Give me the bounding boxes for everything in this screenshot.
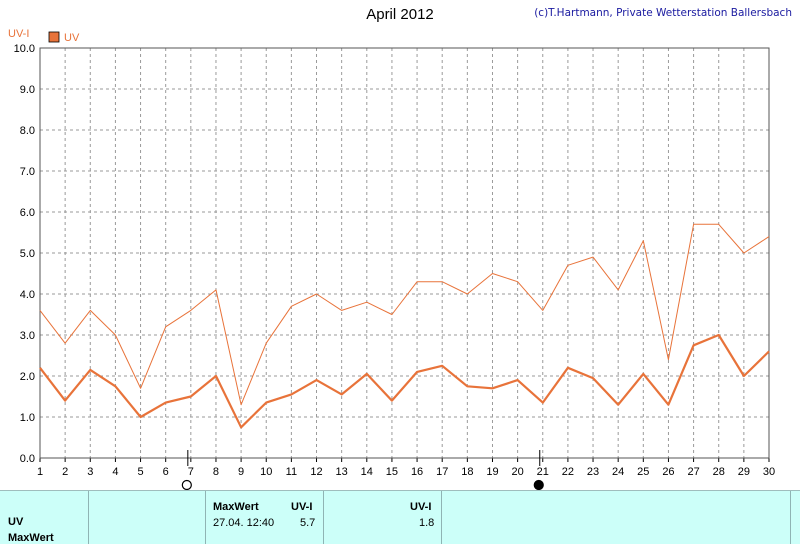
- x-tick-label: 17: [436, 466, 448, 478]
- x-tick-label: 3: [87, 466, 93, 478]
- x-tick-label: 16: [411, 466, 423, 478]
- x-tick-label: 1: [37, 466, 43, 478]
- plot-frame: [39, 47, 770, 459]
- axes: [39, 47, 770, 462]
- x-tick-label: 7: [188, 466, 194, 478]
- x-tick-label: 10: [260, 466, 272, 478]
- column-divider: [441, 491, 442, 544]
- x-tick-label: 13: [336, 466, 348, 478]
- x-tick-label: 26: [662, 466, 674, 478]
- x-tick-label: 18: [461, 466, 473, 478]
- series-line-uv-mean: [39, 333, 770, 429]
- y-tick-label: 3.0: [20, 330, 35, 342]
- y-axis-label: UV-I: [8, 28, 29, 40]
- new-moon-icon: [533, 479, 544, 490]
- x-tick-label: 24: [612, 466, 624, 478]
- x-tick-label: 19: [486, 466, 498, 478]
- y-tick-label: 8.0: [20, 125, 35, 137]
- x-tick-label: 12: [310, 466, 322, 478]
- legend: UV: [48, 31, 80, 44]
- x-tick-label: 2: [62, 466, 68, 478]
- legend-swatch-uv: [48, 31, 60, 43]
- max-datetime: 27.04. 12:40: [213, 517, 275, 529]
- y-tick-label: 10.0: [14, 43, 35, 55]
- y-tick-label: 0.0: [20, 453, 35, 465]
- y-tick-label: 9.0: [20, 84, 35, 96]
- column-divider: [323, 491, 324, 544]
- y-tick-label: 4.0: [20, 289, 35, 301]
- column-divider: [205, 491, 206, 544]
- y-tick-label: 6.0: [20, 207, 35, 219]
- x-tick-label: 28: [713, 466, 725, 478]
- y-tick-label: 1.0: [20, 412, 35, 424]
- avg-value: 1.8: [419, 517, 435, 529]
- x-tick-label: 9: [238, 466, 244, 478]
- x-tick-label: 5: [137, 466, 143, 478]
- x-tick-label: 15: [386, 466, 398, 478]
- row-label-uv: UV: [8, 516, 24, 528]
- y-tick-label: 5.0: [20, 248, 35, 260]
- x-tick-label: 22: [562, 466, 574, 478]
- max-header: MaxWert: [213, 501, 259, 513]
- x-tick-label: 11: [286, 466, 297, 478]
- credit-text: (c)T.Hartmann, Private Wetterstation Bal…: [534, 7, 792, 19]
- x-tick-label: 4: [112, 466, 118, 478]
- y-tick-labels: 0.0 1.0 2.0 3.0 4.0 5.0 6.0 7.0 8.0 9.0 10.0: [14, 43, 35, 465]
- moon-phase-markers: [181, 450, 544, 490]
- legend-label-uv: UV: [64, 32, 80, 44]
- column-divider: [88, 491, 89, 544]
- summary-table: UV MaxWert MaxWert UV-I 27.04. 12:40 5.7…: [0, 490, 800, 544]
- full-moon-icon: [181, 479, 192, 490]
- x-tick-label: 27: [687, 466, 699, 478]
- x-tick-label: 20: [511, 466, 523, 478]
- column-divider: [790, 491, 791, 544]
- x-tick-label: 29: [738, 466, 750, 478]
- avg-unit-header: UV-I: [410, 501, 432, 513]
- y-tick-label: 7.0: [20, 166, 35, 178]
- row-label-maxwert: MaxWert: [8, 532, 54, 544]
- x-tick-label: 21: [537, 466, 549, 478]
- x-tick-label: 25: [637, 466, 649, 478]
- x-tick-label: 8: [213, 466, 219, 478]
- series-line-uv-max: [39, 223, 770, 406]
- x-tick-label: 23: [587, 466, 599, 478]
- x-tick-label: 14: [361, 466, 373, 478]
- grid-lines: [40, 48, 769, 458]
- chart-title: April 2012: [366, 6, 434, 23]
- max-unit-header: UV-I: [291, 501, 313, 513]
- series-lines: [39, 223, 770, 429]
- x-tick-labels: 1 2 3 4 5 6 7 8 9 10 11 12 13 14 15 16 17 18 19 20 21 22 23 24 2…: [37, 466, 775, 478]
- x-tick-label: 30: [763, 466, 775, 478]
- max-value: 5.7: [300, 517, 316, 529]
- y-tick-label: 2.0: [20, 371, 35, 383]
- x-tick-label: 6: [163, 466, 169, 478]
